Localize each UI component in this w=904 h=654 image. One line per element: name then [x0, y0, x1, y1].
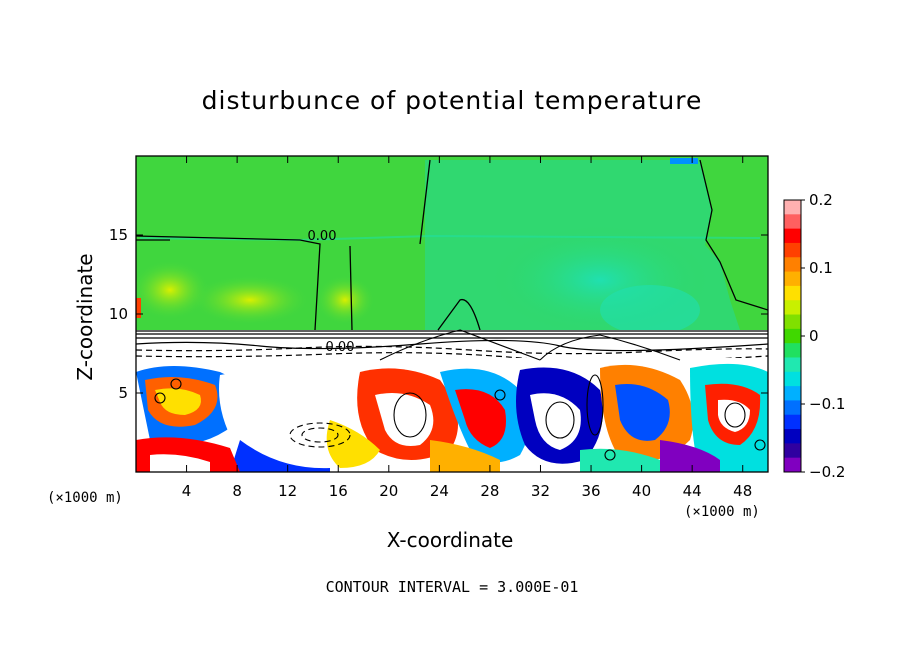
- x-tick-label: 24: [430, 482, 449, 500]
- y-axis-label: Z-coordinate: [73, 253, 97, 381]
- inversion-band: [136, 330, 768, 360]
- colorbar-swatch: [784, 200, 801, 215]
- x-tick-label: 4: [182, 482, 192, 500]
- colorbar-swatch: [784, 228, 801, 244]
- colorbar-swatch: [784, 343, 801, 358]
- colorbar-swatch: [784, 386, 801, 401]
- colorbar-tick-label: 0: [809, 327, 819, 345]
- x-tick-label: 32: [531, 482, 550, 500]
- x-tick-label: 20: [379, 482, 398, 500]
- colorbar-swatch: [784, 300, 801, 316]
- yellow-blob-1: [190, 275, 310, 325]
- contour-label: 0.00: [308, 229, 337, 244]
- colorbar-swatch: [784, 400, 801, 416]
- heatmap-field: [136, 156, 768, 472]
- x-unit-left: (×1000 m): [47, 490, 123, 506]
- lower-contours: [154, 329, 766, 461]
- colorbar-swatch: [784, 314, 801, 330]
- chart-title: disturbunce of potential temperature: [201, 86, 703, 115]
- yellow-blob-2: [136, 260, 210, 320]
- x-tick-label: 8: [232, 482, 242, 500]
- colorbar-tick-label: 0.2: [809, 191, 833, 209]
- turbulent-cells: [136, 363, 768, 472]
- colorbar-swatch: [784, 414, 801, 430]
- colorbar-swatch: [784, 457, 801, 473]
- colorbar-tick-label: −0.2: [809, 463, 845, 481]
- contour-labels: 0.00 0.00: [308, 229, 355, 355]
- x-tick-label: 28: [480, 482, 499, 500]
- colorbar-tick-label: 0.1: [809, 259, 833, 277]
- x-tick-label: 48: [733, 482, 752, 500]
- colorbar-swatch: [784, 214, 801, 230]
- colorbar: [784, 200, 801, 473]
- colorbar-swatch: [784, 357, 801, 373]
- colorbar-swatch: [784, 242, 801, 258]
- colorbar-swatch: [784, 328, 801, 344]
- contour-interval: CONTOUR INTERVAL = 3.000E-01: [325, 578, 579, 596]
- x-tick-label: 12: [278, 482, 297, 500]
- zero-contour: [136, 159, 768, 331]
- y-tick-label: 10: [109, 305, 128, 323]
- colorbar-tick-label: −0.1: [809, 395, 845, 413]
- x-tick-label: 16: [329, 482, 348, 500]
- x-tick-label: 44: [683, 482, 702, 500]
- x-tick-label: 40: [632, 482, 651, 500]
- left-edge-spot: [136, 298, 141, 318]
- colorbar-swatch: [784, 257, 801, 273]
- zero-contour-lower: [136, 239, 481, 331]
- top-blue-spot: [670, 158, 698, 164]
- x-axis-label: X-coordinate: [386, 528, 514, 552]
- x-ticks: 4 8 12 16 20 24 28 32 36 40 44 48: [182, 156, 752, 500]
- yellow-blob-3: [315, 275, 375, 325]
- colorbar-swatch: [784, 429, 801, 444]
- x-tick-label: 36: [581, 482, 600, 500]
- y-tick-label: 5: [118, 384, 128, 402]
- colorbar-ticks: 0.2 0.1 0 −0.1 −0.2: [801, 191, 845, 481]
- x-unit-right: (×1000 m): [684, 504, 760, 520]
- cyan-blob-2: [600, 285, 700, 335]
- colorbar-swatch: [784, 443, 801, 459]
- contour-label: 0.00: [326, 340, 355, 355]
- colorbar-swatch: [784, 285, 801, 301]
- colorbar-swatch: [784, 371, 801, 387]
- y-ticks: 5 10 15: [109, 226, 768, 402]
- upper-stripe: [139, 234, 761, 242]
- colorbar-swatch: [784, 271, 801, 287]
- y-tick-label: 15: [109, 226, 128, 244]
